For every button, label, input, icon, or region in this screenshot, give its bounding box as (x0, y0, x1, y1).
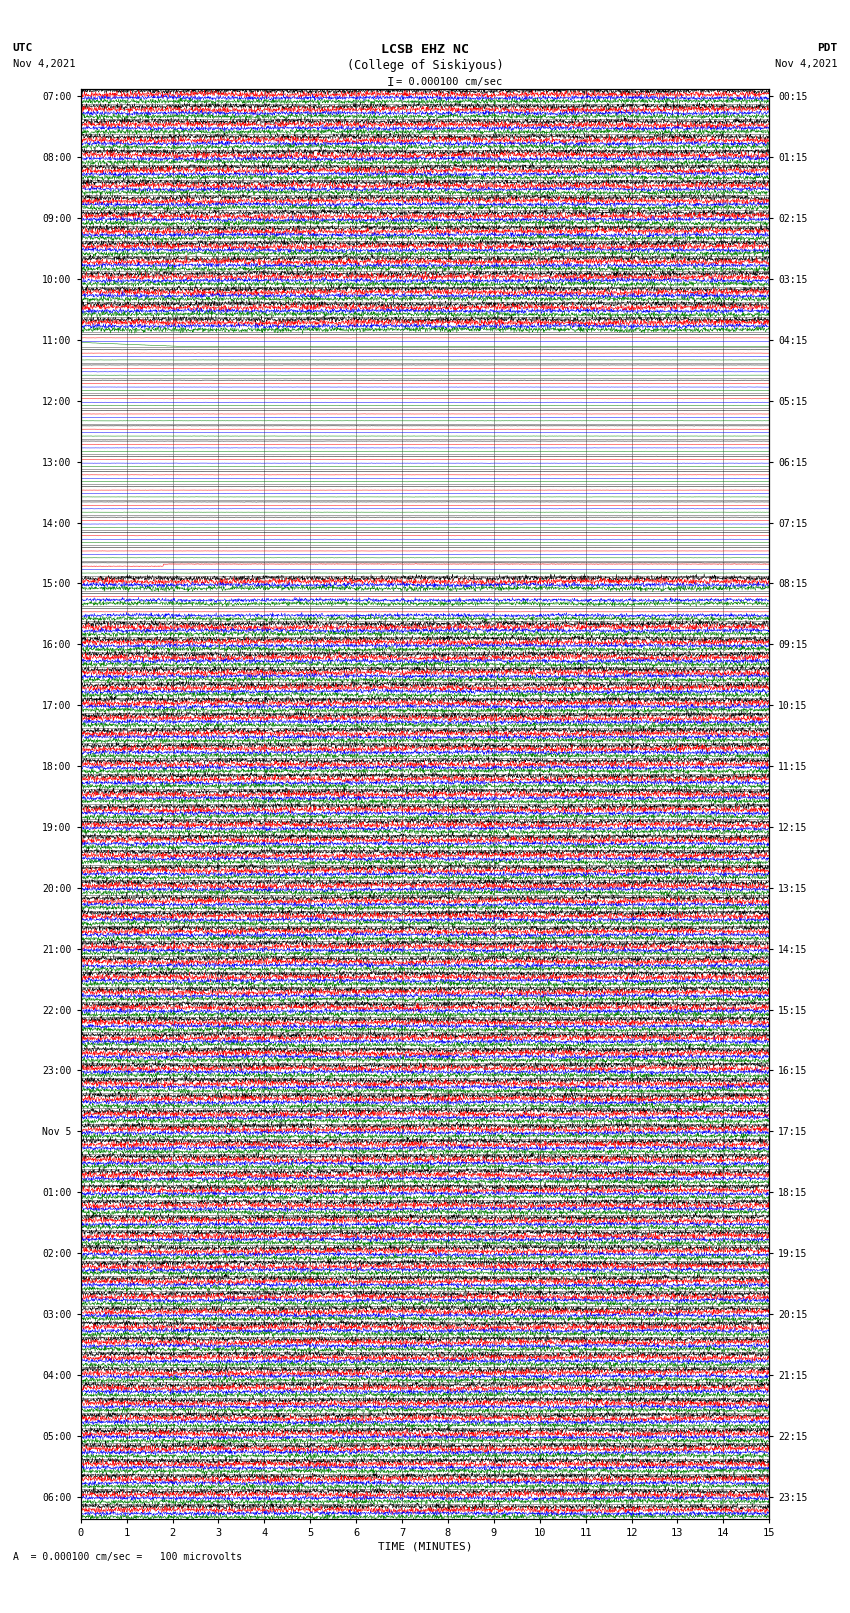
Text: LCSB EHZ NC: LCSB EHZ NC (381, 44, 469, 56)
X-axis label: TIME (MINUTES): TIME (MINUTES) (377, 1542, 473, 1552)
Text: Nov 4,2021: Nov 4,2021 (13, 58, 76, 69)
Text: A  = 0.000100 cm/sec =   100 microvolts: A = 0.000100 cm/sec = 100 microvolts (13, 1552, 242, 1561)
Text: Nov 4,2021: Nov 4,2021 (774, 58, 837, 69)
Text: PDT: PDT (817, 44, 837, 53)
Text: UTC: UTC (13, 44, 33, 53)
Text: (College of Siskiyous): (College of Siskiyous) (347, 58, 503, 73)
Text: I: I (387, 76, 394, 89)
Text: = 0.000100 cm/sec: = 0.000100 cm/sec (396, 77, 502, 87)
